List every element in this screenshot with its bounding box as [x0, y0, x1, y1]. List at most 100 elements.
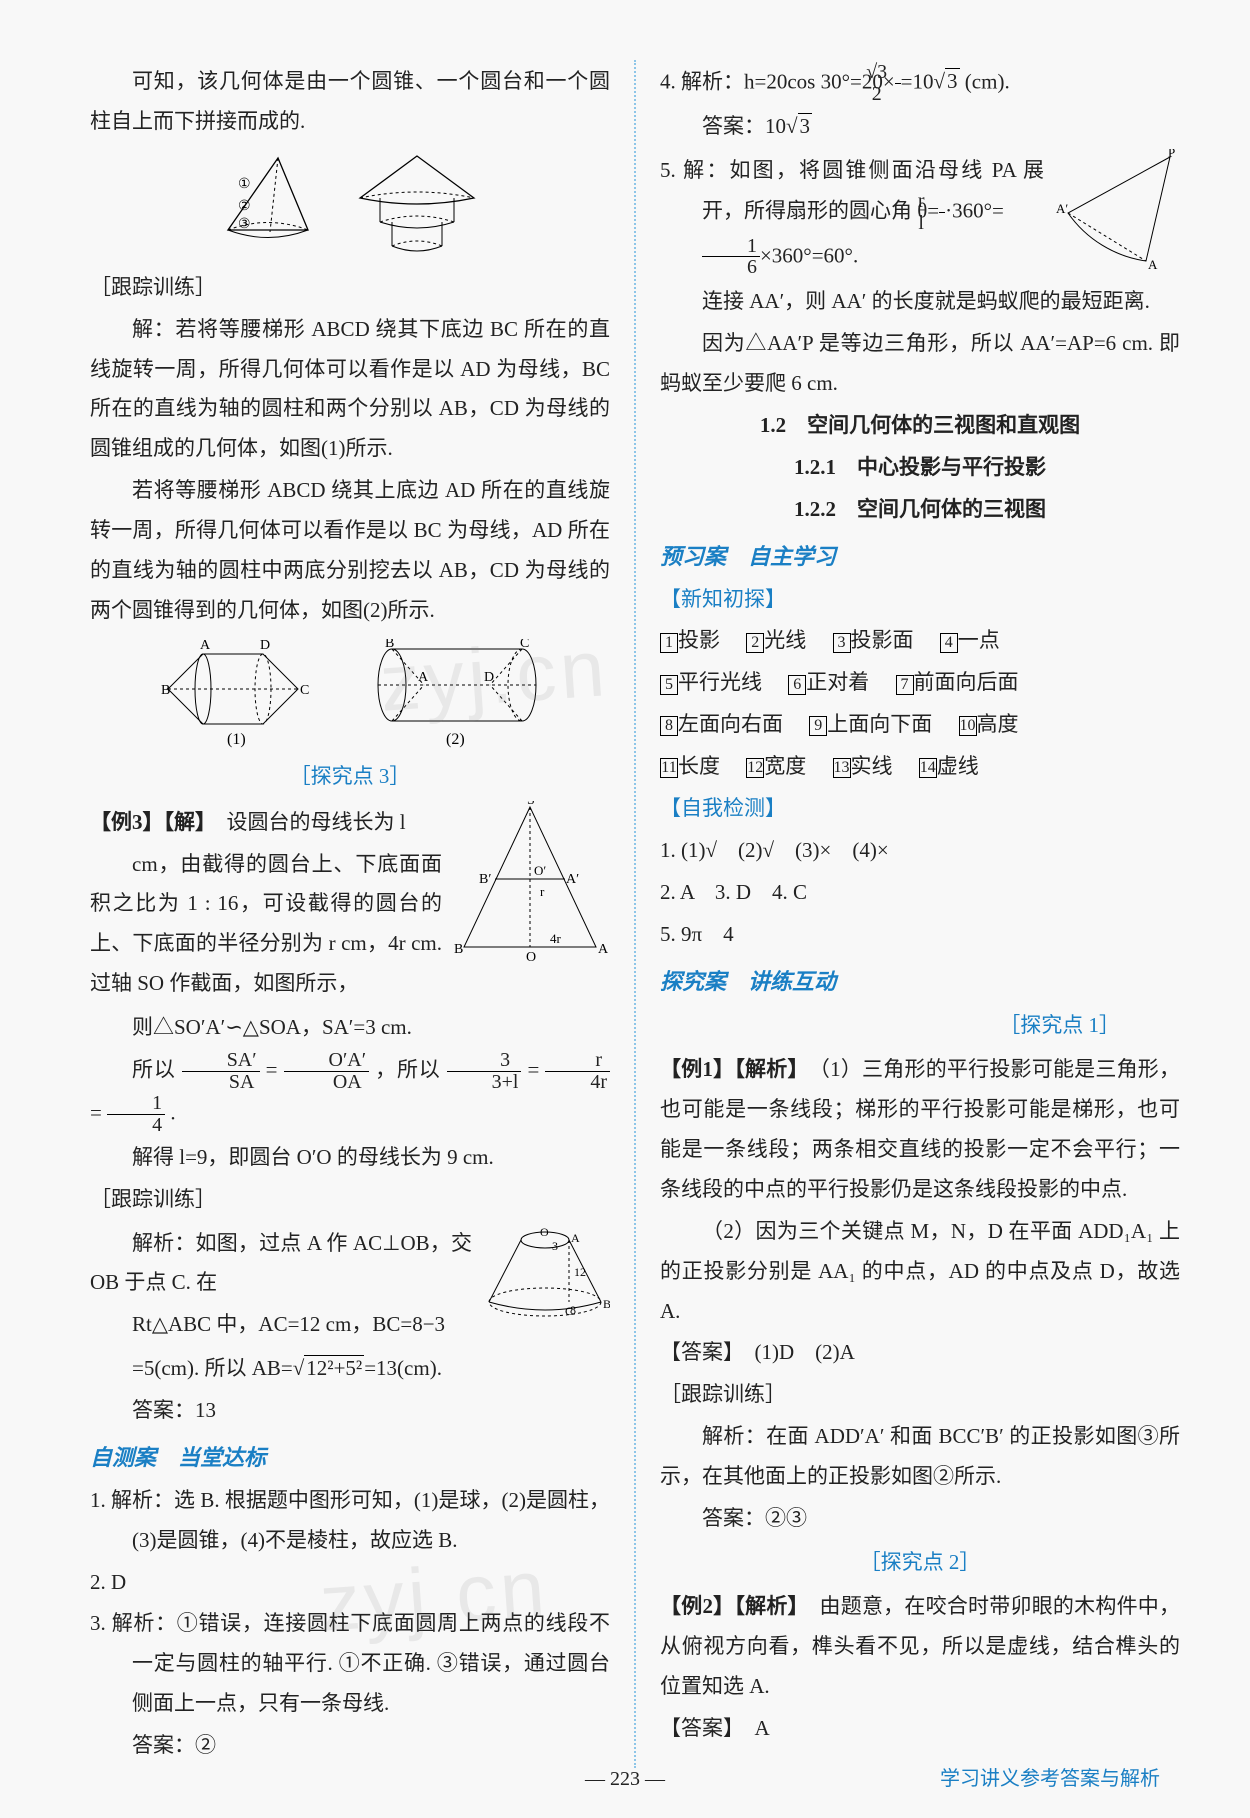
q5a: 5. 解：如图，将圆锥侧面沿母线 PA 展开，所得扇形的圆心角 θ=rl·360…	[660, 151, 1044, 234]
svg-text:C: C	[520, 639, 529, 651]
ex3-line1: 【例3】【解】 设圆台的母线长为 l	[90, 803, 442, 843]
ex1-line: 【例1】【解析】 （1）三角形的平行投影可能是三角形，也可能是一条线段；梯形的平…	[660, 1050, 1180, 1210]
svg-text:A′: A′	[1056, 201, 1068, 216]
svg-text:O′: O′	[534, 863, 546, 878]
frustum-section-diagram: S A′ B′ A B O O′ r 4r	[450, 801, 610, 961]
sector-diagram: P A′ A	[1050, 149, 1180, 269]
prep-title: 预习案 自主学习	[660, 536, 1180, 578]
s2: 2. D	[90, 1563, 610, 1603]
q5c: 连接 AA′，则 AA′ 的长度就是蚂蚁爬的最短距离.	[660, 282, 1180, 322]
ex2-ans: 【答案】 A	[660, 1709, 1180, 1749]
svg-text:P: P	[1168, 149, 1175, 160]
ex3-line2: cm，由截得的圆台上、下底面面积之比为 1 : 16，可设截得的圆台的上、下底面…	[90, 845, 442, 1005]
svg-text:D: D	[484, 670, 494, 685]
svg-text:A: A	[571, 1231, 580, 1245]
svg-text:D: D	[260, 639, 270, 653]
svg-text:(1): (1)	[227, 731, 246, 748]
figure-top-row: ① ② ③	[90, 150, 610, 260]
tp1: 解析：在面 ADD′A′ 和面 BCC′B′ 的正投影如图③所示，在其他面上的正…	[660, 1417, 1180, 1497]
explore-title: 探究案 讲练互动	[660, 961, 1180, 1003]
example3-row: 【例3】【解】 设圆台的母线长为 l cm，由截得的圆台上、下底面面积之比为 1…	[90, 801, 610, 1006]
cone-icon-1: ① ② ③	[208, 150, 318, 260]
q5d: 因为△AA′P 是等边三角形，所以 AA′=AP=6 cm. 即蚂蚁至少要爬 6…	[660, 324, 1180, 404]
frustum-problem-row: 解析：如图，过点 A 作 AC⊥OB，交 OB 于点 C. 在 Rt△ABC 中…	[90, 1222, 610, 1348]
svg-text:A: A	[598, 942, 609, 957]
figure-trapezoid-solids: A D B C (1) A	[90, 639, 610, 749]
svg-text:B: B	[161, 683, 170, 698]
items-row-3: 8左面向右面 9上面向下面 10高度	[660, 705, 1180, 745]
heading-1-2: 1.2 空间几何体的三视图和直观图	[660, 406, 1180, 446]
gz-3: =5(cm). 所以 AB=√12²+5²=13(cm).	[90, 1349, 610, 1389]
ex1-p2: （2）因为三个关键点 M，N，D 在平面 ADD₁A₁ 上的正投影分别是 AA₁…	[660, 1212, 1180, 1332]
svg-text:r: r	[540, 884, 545, 899]
ex2-line: 【例2】【解析】 由题意，在咬合时带卯眼的木构件中，从俯视方向看，榫头看不见，所…	[660, 1587, 1180, 1707]
two-column-layout: 可知，该几何体是由一个圆锥、一个圆台和一个圆柱自上而下拼接而成的. ① ② ③	[90, 60, 1180, 1768]
svg-text:①: ①	[238, 177, 251, 192]
svg-text:(2): (2)	[446, 731, 465, 748]
c2: 2. A 3. D 4. C	[660, 873, 1180, 913]
svg-text:8: 8	[570, 1303, 576, 1317]
gz-ans: 答案：13	[90, 1391, 610, 1431]
svg-text:B: B	[454, 942, 463, 957]
tracking-title-1: ［跟踪训练］	[90, 268, 610, 308]
svg-text:12: 12	[574, 1265, 586, 1279]
svg-text:B: B	[603, 1297, 610, 1311]
svg-text:②: ②	[238, 199, 251, 214]
self-test-title: 自测案 当堂达标	[90, 1437, 610, 1479]
left-p2: 解：若将等腰梯形 ABCD 绕其下底边 BC 所在的直线旋转一周，所得几何体可以…	[90, 310, 610, 470]
svg-text:O: O	[526, 950, 536, 961]
gz-1: 解析：如图，过点 A 作 AC⊥OB，交 OB 于点 C. 在	[90, 1224, 472, 1304]
left-intro: 可知，该几何体是由一个圆锥、一个圆台和一个圆柱自上而下拼接而成的.	[90, 62, 610, 142]
right-column: 4. 解析：h=20cos 30°=20×√32=10√3 (cm). 答案：1…	[640, 60, 1180, 1768]
ex3-line5: 解得 l=9，即圆台 O′O 的母线长为 9 cm.	[90, 1138, 610, 1178]
page: zyj.cn zyj.cn 可知，该几何体是由一个圆锥、一个圆台和一个圆柱自上而…	[0, 0, 1250, 1818]
q5-row: 5. 解：如图，将圆锥侧面沿母线 PA 展开，所得扇形的圆心角 θ=rl·360…	[660, 149, 1180, 281]
svg-text:3: 3	[552, 1239, 558, 1253]
inquire-2: ［探究点 2］	[660, 1543, 1180, 1583]
left-column: 可知，该几何体是由一个圆锥、一个圆台和一个圆柱自上而下拼接而成的. ① ② ③	[90, 60, 630, 1768]
tp2: 答案：②③	[660, 1499, 1180, 1539]
svg-text:B′: B′	[479, 872, 491, 887]
gz-2: Rt△ABC 中，AC=12 cm，BC=8−3	[90, 1305, 472, 1345]
q4a: 答案：10√3	[660, 107, 1180, 147]
s1: 1. 解析：选 B. 根据题中图形可知，(1)是球，(2)是圆柱，(3)是圆锥，…	[90, 1481, 610, 1561]
xinzhi: 【新知初探】	[660, 580, 1180, 620]
svg-text:A′: A′	[566, 872, 579, 887]
frustum-cone-diagram: O A C B 3 12 8	[480, 1222, 610, 1322]
svg-text:B: B	[385, 639, 394, 651]
solid-1: A D B C (1)	[148, 639, 328, 749]
footer-right-text: 学习讲义参考答案与解析	[940, 1760, 1160, 1798]
svg-text:C: C	[300, 683, 309, 698]
self-check-title: 【自我检测】	[660, 789, 1180, 829]
svg-text:A: A	[200, 639, 211, 653]
heading-1-2-1: 1.2.1 中心投影与平行投影	[660, 448, 1180, 488]
column-divider	[634, 60, 636, 1768]
svg-text:O: O	[540, 1225, 549, 1239]
page-number: — 223 —	[585, 1768, 665, 1790]
q5b: 16×360°=60°.	[660, 236, 1044, 279]
svg-text:③: ③	[238, 217, 251, 232]
svg-text:A: A	[1148, 257, 1158, 269]
left-p3: 若将等腰梯形 ABCD 绕其上底边 AD 所在的直线旋转一周，所得几何体可以看作…	[90, 471, 610, 631]
tracking-title-2: ［跟踪训练］	[90, 1180, 610, 1220]
ex1-ans: 【答案】 (1)D (2)A	[660, 1333, 1180, 1373]
ex3-line4: 所以 SA′SA = O′A′OA ，所以 33+l = r4r = 14 .	[90, 1050, 610, 1136]
q4: 4. 解析：h=20cos 30°=20×√32=10√3 (cm).	[660, 62, 1180, 105]
c5: 5. 9π 4	[660, 915, 1180, 955]
inquire-1: ［探究点 1］	[660, 1006, 1180, 1046]
heading-1-2-2: 1.2.2 空间几何体的三视图	[660, 490, 1180, 530]
items-row-4: 11长度 12宽度 13实线 14虚线	[660, 747, 1180, 787]
combined-solid-icon	[342, 150, 492, 260]
items-row-2: 5平行光线 6正对着 7前面向后面	[660, 663, 1180, 703]
s3: 3. 解析：①错误，连接圆柱下底面圆周上两点的线段不一定与圆柱的轴平行. ①不正…	[90, 1604, 610, 1724]
svg-text:S: S	[527, 801, 535, 808]
ex3-line3: 则△SO′A′∽△SOA，SA′=3 cm.	[90, 1008, 610, 1048]
items-row-1: 1投影 2光线 3投影面 4一点	[660, 621, 1180, 661]
c1: 1. (1)√ (2)√ (3)× (4)×	[660, 831, 1180, 871]
inquire-3: ［探究点 3］	[90, 757, 610, 797]
page-footer: — 223 — 学习讲义参考答案与解析	[0, 1760, 1250, 1798]
svg-text:4r: 4r	[550, 931, 562, 946]
solid-2: A D B C (2)	[352, 639, 552, 749]
tracking-title-3: ［跟踪训练］	[660, 1375, 1180, 1415]
svg-text:A: A	[418, 670, 429, 685]
